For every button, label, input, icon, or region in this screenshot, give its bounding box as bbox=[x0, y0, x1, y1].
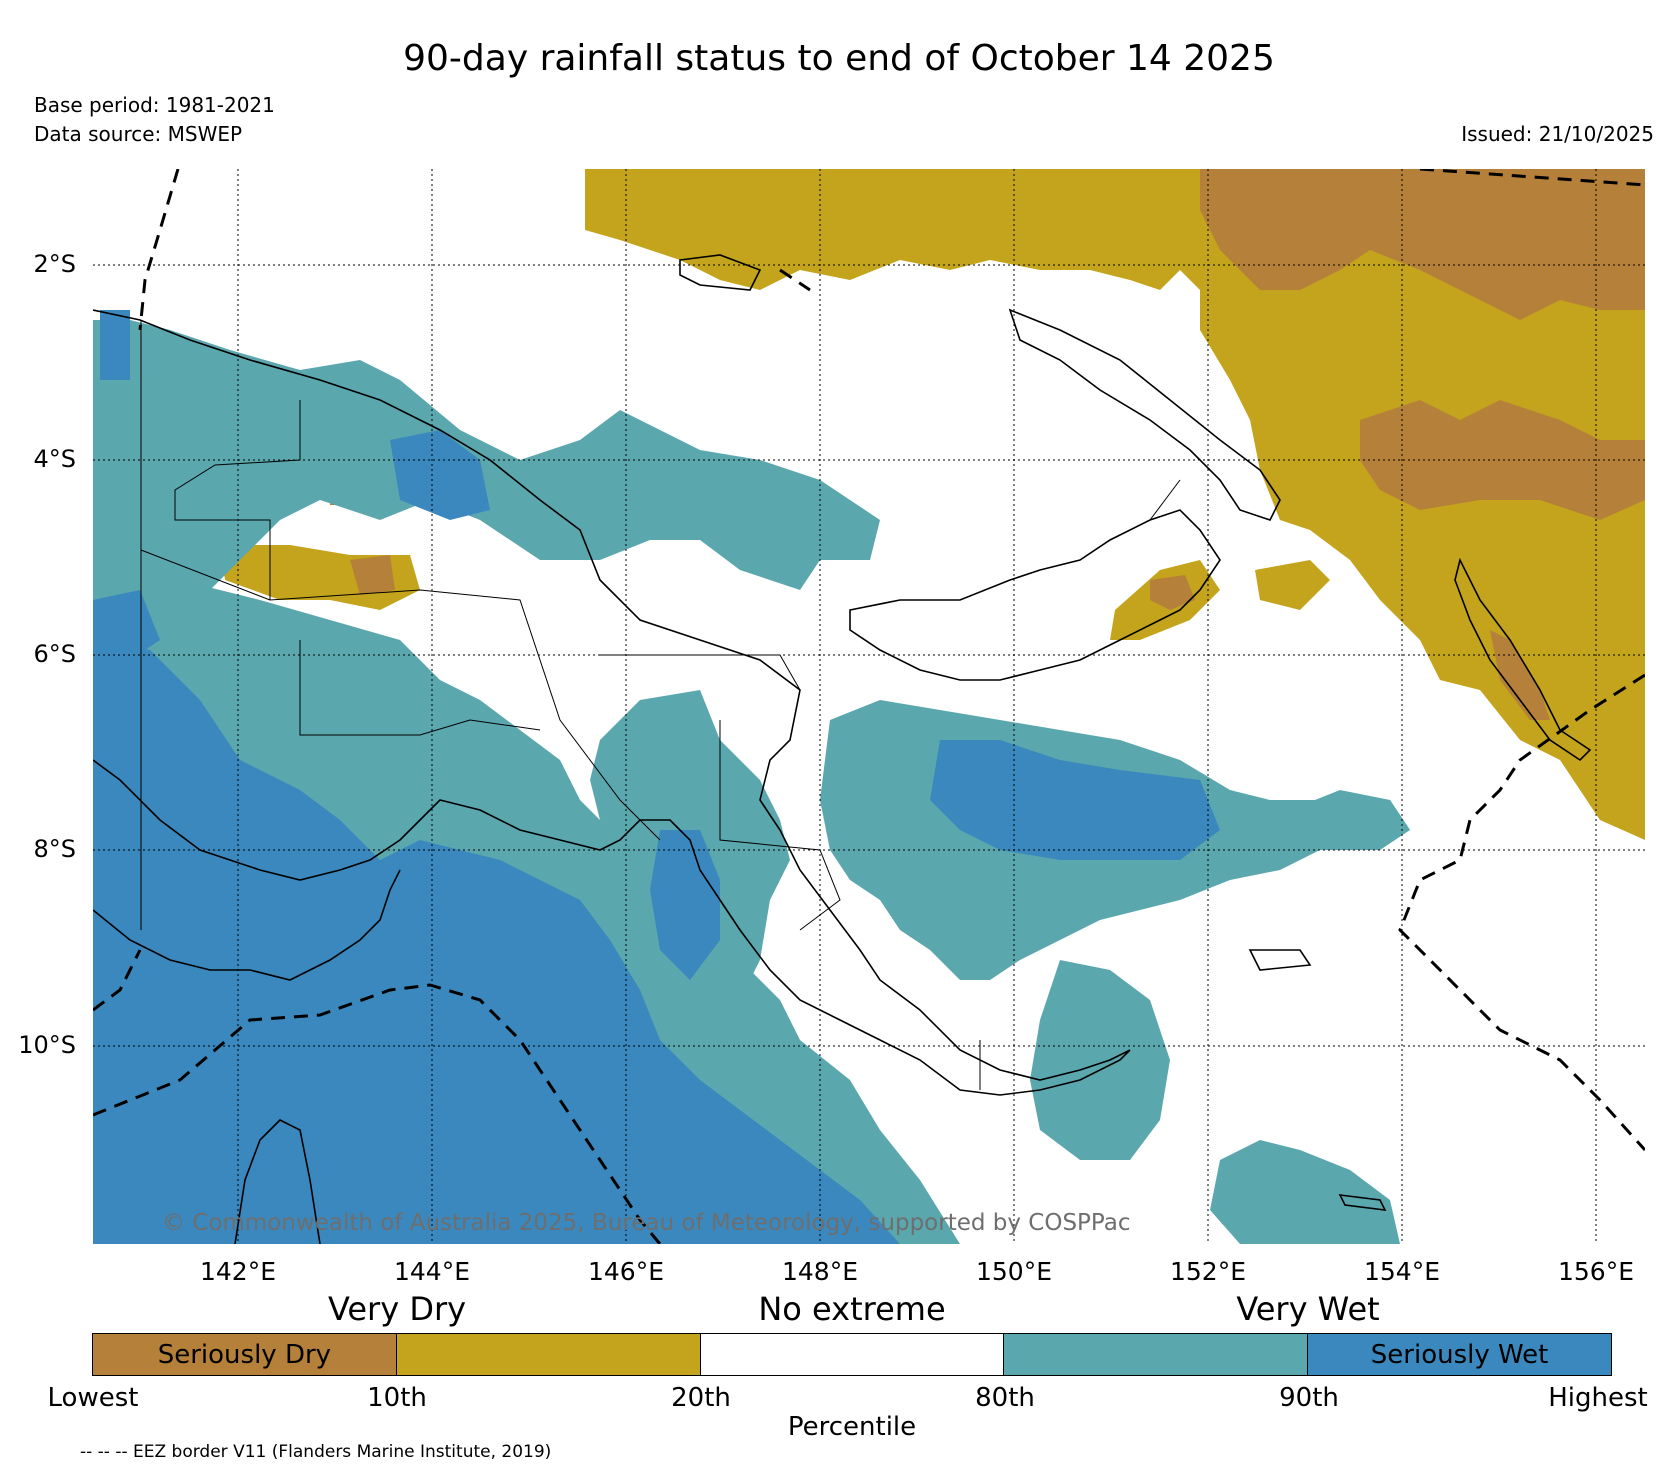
very-wet-patch-east bbox=[1290, 790, 1410, 850]
lon-label-150e: 150°E bbox=[975, 1257, 1052, 1286]
lat-label-6s: 6°S bbox=[33, 640, 76, 668]
base-period: Base period: 1981-2021 bbox=[34, 93, 275, 117]
legend-seriously-dry: Seriously Dry bbox=[93, 1334, 397, 1375]
category-very-wet: Very Wet bbox=[1236, 1290, 1380, 1328]
lon-label-142e: 142°E bbox=[199, 1257, 276, 1286]
new-britain-coastline bbox=[849, 509, 1221, 681]
copyright-notice: © Commonwealth of Australia 2025, Bureau… bbox=[162, 1210, 1131, 1236]
very-dry-patch-bougainville bbox=[1255, 560, 1330, 610]
legend-tick-10th: 10th bbox=[367, 1383, 427, 1413]
new-guinea-south-coastline bbox=[93, 869, 401, 981]
legend-no-extreme bbox=[700, 1334, 1005, 1375]
lon-label-156e: 156°E bbox=[1557, 1257, 1634, 1286]
legend-seriously-wet: Seriously Wet bbox=[1308, 1334, 1611, 1375]
manus-coastline bbox=[679, 254, 762, 291]
lon-label-144e: 144°E bbox=[393, 1257, 470, 1286]
bougainville-coastline bbox=[1454, 557, 1592, 762]
legend-tick-90th: 90th bbox=[1279, 1383, 1339, 1413]
lon-label-146e: 146°E bbox=[587, 1257, 664, 1286]
legend-tick-80th: 80th bbox=[975, 1383, 1035, 1413]
province-border-6 bbox=[1149, 479, 1181, 521]
legend-colorbar: Seriously Dry Seriously Wet bbox=[92, 1333, 1612, 1376]
new-ireland-coastline bbox=[1008, 308, 1281, 521]
lat-label-8s: 8°S bbox=[33, 835, 76, 863]
coastlines bbox=[93, 254, 1592, 1244]
louisiade-coastline bbox=[1248, 949, 1387, 1211]
lon-label-152e: 152°E bbox=[1169, 1257, 1246, 1286]
seriously-wet-patch-west-coast bbox=[93, 590, 160, 660]
issued-date: Issued: 21/10/2025 bbox=[1461, 122, 1654, 146]
new-guinea-coastline bbox=[93, 309, 1131, 1096]
lon-label-154e: 154°E bbox=[1363, 1257, 1440, 1286]
percentile-axis-label: Percentile bbox=[787, 1412, 917, 1442]
eez-border-west-south bbox=[93, 949, 142, 1012]
province-border-4 bbox=[600, 654, 801, 691]
category-very-dry: Very Dry bbox=[327, 1290, 467, 1328]
very-dry-region-north bbox=[585, 169, 1645, 840]
seriously-dry-patch-new-britain bbox=[1150, 575, 1195, 610]
very-wet-region-southeast bbox=[1030, 960, 1170, 1160]
lat-label-4s: 4°S bbox=[33, 445, 76, 473]
seriously-wet-patch-peninsula bbox=[930, 740, 1220, 860]
lat-label-2s: 2°S bbox=[33, 250, 76, 278]
seriously-dry-region-northeast bbox=[1200, 169, 1645, 320]
eez-note: -- -- -- EEZ border V11 (Flanders Marine… bbox=[80, 1442, 552, 1462]
australia-cape-york bbox=[234, 1119, 321, 1244]
lon-label-148e: 148°E bbox=[781, 1257, 858, 1286]
province-border-3 bbox=[299, 640, 541, 736]
seriously-wet-patch-northwest bbox=[100, 310, 130, 380]
seriously-wet-patch-north bbox=[390, 430, 490, 520]
very-wet-region-louisiade bbox=[1210, 1140, 1400, 1244]
legend-tick-highest: Highest bbox=[1548, 1383, 1648, 1413]
chart-title: 90-day rainfall status to end of October… bbox=[403, 38, 1275, 79]
eez-border-north bbox=[1419, 169, 1645, 187]
map-field bbox=[93, 169, 1645, 1244]
province-borders bbox=[140, 320, 1181, 1090]
gridlines bbox=[93, 169, 1645, 1244]
seriously-wet-patch-central bbox=[650, 830, 720, 980]
category-no-extreme: No extreme bbox=[758, 1290, 946, 1328]
legend-tick-lowest: Lowest bbox=[47, 1383, 139, 1413]
lat-label-10s: 10°S bbox=[18, 1031, 76, 1059]
legend-very-wet bbox=[1004, 1334, 1309, 1375]
seriously-wet-region-gulf bbox=[93, 640, 900, 1244]
data-source: Data source: MSWEP bbox=[34, 122, 243, 146]
eez-border-manus bbox=[779, 268, 811, 292]
legend-tick-20th: 20th bbox=[671, 1383, 731, 1413]
eez-border-west bbox=[138, 169, 180, 331]
very-wet-region-north-coast bbox=[93, 320, 880, 620]
legend-very-dry bbox=[396, 1334, 701, 1375]
seriously-dry-patch-solomons bbox=[1490, 630, 1550, 720]
eez-border-east bbox=[1398, 673, 1645, 1152]
seriously-dry-region-east bbox=[1360, 400, 1645, 520]
